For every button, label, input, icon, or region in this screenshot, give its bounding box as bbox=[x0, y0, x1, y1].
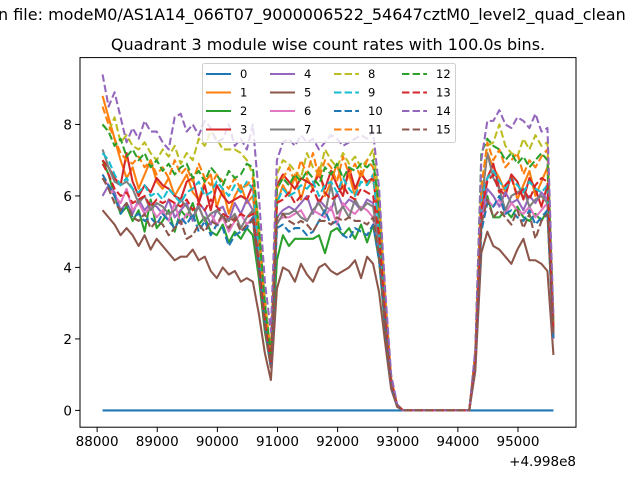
series-line-9 bbox=[101, 152, 555, 412]
series-line-15 bbox=[101, 177, 555, 412]
legend-label: 4 bbox=[304, 67, 311, 81]
legend-label: 5 bbox=[304, 86, 311, 100]
legend-entry-10: 10 bbox=[334, 104, 383, 118]
legend-entry-14: 14 bbox=[402, 104, 451, 118]
x-tick-label: 91000 bbox=[256, 434, 299, 450]
legend-label: 7 bbox=[304, 123, 311, 137]
legend-entry-4: 4 bbox=[270, 67, 311, 81]
legend-entry-9: 9 bbox=[334, 86, 375, 100]
legend-label: 13 bbox=[436, 86, 451, 100]
x-tick-label: 89000 bbox=[136, 434, 179, 450]
legend-entry-5: 5 bbox=[270, 86, 311, 100]
axes-frame bbox=[79, 57, 577, 428]
x-tick-label: 88000 bbox=[76, 434, 119, 450]
x-tick-label: 90000 bbox=[196, 434, 239, 450]
legend-label: 12 bbox=[436, 67, 451, 81]
legend-label: 14 bbox=[436, 104, 451, 118]
legend-label: 8 bbox=[368, 67, 375, 81]
legend-entry-13: 13 bbox=[402, 86, 451, 100]
y-tick-label: 4 bbox=[63, 260, 72, 276]
legend-label: 9 bbox=[368, 86, 375, 100]
legend-entry-6: 6 bbox=[270, 104, 311, 118]
x-axis: 88000 89000 90000 91000 92000 93000 94000 95000 bbox=[76, 427, 540, 450]
legend-entry-11: 11 bbox=[334, 123, 383, 137]
x-tick-label: 94000 bbox=[436, 434, 479, 450]
x-tick-label: 93000 bbox=[376, 434, 419, 450]
legend-entry-1: 1 bbox=[206, 86, 247, 100]
legend-label: 2 bbox=[240, 104, 247, 118]
legend-label: 11 bbox=[368, 123, 383, 137]
chart-title: Quadrant 3 module wise count rates with … bbox=[111, 35, 545, 54]
legend-entry-12: 12 bbox=[402, 67, 451, 81]
y-tick-label: 8 bbox=[63, 117, 72, 133]
figure-title: n file: modeM0/AS1A14_066T07_9000006522_… bbox=[0, 5, 626, 25]
legend-label: 15 bbox=[436, 123, 451, 137]
y-tick-label: 2 bbox=[63, 332, 72, 348]
legend-entry-3: 3 bbox=[206, 123, 247, 137]
x-tick-label: 95000 bbox=[497, 434, 540, 450]
legend-entry-7: 7 bbox=[270, 123, 311, 137]
x-offset-label: +4.998e8 bbox=[509, 454, 576, 470]
legend-label: 6 bbox=[304, 104, 311, 118]
legend-label: 3 bbox=[240, 123, 247, 137]
legend-box bbox=[202, 63, 456, 143]
series-line-14 bbox=[101, 74, 555, 412]
legend-entry-0: 0 bbox=[206, 67, 247, 81]
x-tick-label: 92000 bbox=[316, 434, 359, 450]
legend-label: 10 bbox=[368, 104, 383, 118]
y-axis: 0 2 4 6 8 bbox=[63, 117, 80, 419]
legend-label: 1 bbox=[240, 86, 247, 100]
y-tick-label: 0 bbox=[63, 403, 72, 419]
plot-lines bbox=[101, 74, 555, 412]
legend-entry-2: 2 bbox=[206, 104, 247, 118]
series-line-13 bbox=[101, 163, 555, 412]
y-tick-label: 6 bbox=[63, 189, 72, 205]
legend-entry-15: 15 bbox=[402, 123, 451, 137]
legend-label: 0 bbox=[240, 67, 247, 81]
legend-entry-8: 8 bbox=[334, 67, 375, 81]
